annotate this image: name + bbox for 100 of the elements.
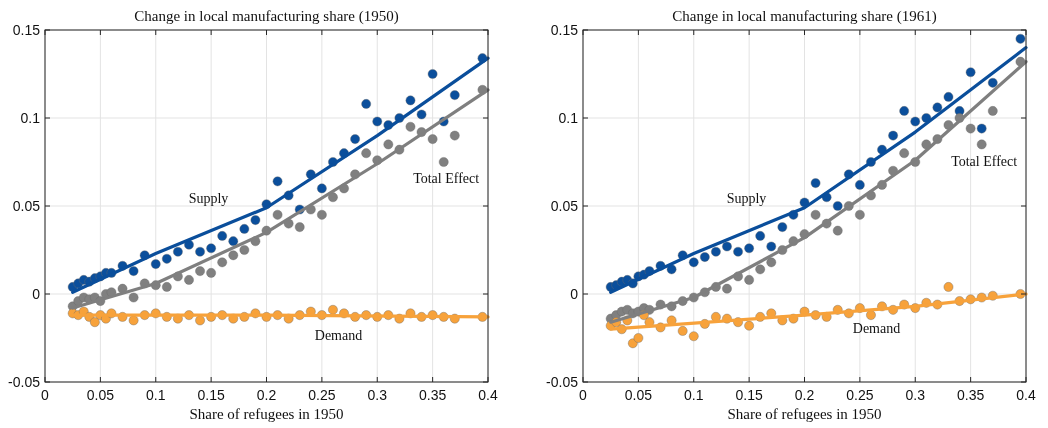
point: [184, 239, 194, 250]
x-tick-label: 0.1: [684, 387, 704, 403]
point: [317, 183, 327, 194]
point: [90, 317, 100, 327]
point: [799, 197, 810, 208]
point: [195, 315, 205, 326]
y-tick-label: 0.1: [20, 110, 41, 126]
point: [117, 283, 128, 294]
y-tick-label: 0.05: [550, 198, 579, 214]
point: [943, 120, 954, 130]
point: [888, 166, 898, 176]
point: [217, 231, 227, 241]
series-label: Demand: [852, 321, 901, 337]
point: [361, 148, 371, 158]
point: [766, 241, 777, 252]
point: [206, 268, 216, 278]
chart-title: Change in local manufacturing share (1950): [134, 8, 399, 25]
point: [965, 67, 976, 78]
x-tick-label: 0.3: [367, 387, 388, 403]
series-label: Supply: [188, 190, 229, 206]
point: [932, 102, 943, 113]
point: [228, 250, 239, 261]
point: [128, 292, 139, 303]
point: [438, 157, 449, 167]
point: [744, 243, 754, 254]
point: [361, 99, 371, 109]
point: [427, 69, 438, 79]
series-label: Total Effect: [951, 154, 1018, 170]
point: [943, 92, 954, 102]
point: [283, 218, 294, 229]
point: [239, 224, 250, 234]
x-tick-label: 0.15: [197, 387, 225, 403]
x-tick-label: 0.25: [308, 387, 336, 403]
point: [855, 180, 865, 190]
y-tick-label: 0: [570, 286, 579, 302]
x-tick-label: 0.4: [478, 387, 498, 403]
point: [722, 241, 732, 252]
x-tick-label: 0.4: [1016, 387, 1036, 403]
point: [128, 315, 139, 326]
point: [965, 123, 976, 134]
point: [855, 210, 865, 220]
x-tick-label: 0.05: [624, 387, 653, 403]
point: [128, 266, 139, 276]
point: [987, 106, 998, 116]
point: [688, 331, 699, 342]
point: [921, 113, 932, 123]
point: [832, 225, 843, 236]
point: [383, 139, 394, 150]
point: [633, 333, 644, 343]
point: [350, 134, 360, 144]
point: [184, 275, 194, 285]
point: [711, 312, 721, 322]
point: [733, 246, 743, 257]
point: [162, 282, 172, 292]
point: [899, 148, 909, 158]
point: [195, 246, 205, 257]
point: [1015, 34, 1026, 44]
y-tick-label: 0.1: [558, 110, 579, 126]
point: [910, 116, 921, 127]
point: [405, 95, 416, 106]
point: [899, 106, 909, 116]
point: [449, 130, 460, 141]
series-label: Demand: [314, 327, 363, 343]
point: [744, 320, 754, 331]
point: [976, 123, 987, 134]
y-tick-label: -0.05: [8, 374, 41, 390]
series-label: Total Effect: [413, 171, 480, 187]
point: [976, 139, 987, 150]
x-tick-label: 0.25: [846, 387, 874, 403]
point: [921, 139, 932, 150]
point: [810, 210, 821, 220]
y-tick-label: 0.15: [550, 22, 579, 38]
point: [711, 246, 721, 257]
series-label: Supply: [726, 190, 767, 206]
point: [173, 246, 183, 257]
point: [328, 192, 338, 202]
point: [162, 254, 172, 264]
point: [317, 210, 327, 220]
y-tick-label: 0.15: [12, 22, 41, 38]
x-tick-label: 0.15: [735, 387, 763, 403]
x-tick-label: 0.3: [905, 387, 926, 403]
point: [877, 144, 887, 155]
chart-title: Change in local manufacturing share (1961): [672, 8, 937, 25]
point: [722, 283, 732, 294]
point: [688, 257, 699, 268]
point: [832, 201, 843, 211]
point: [195, 266, 205, 276]
point: [372, 116, 383, 127]
point: [239, 245, 250, 255]
point: [250, 215, 261, 225]
point: [666, 264, 677, 275]
point: [744, 275, 754, 285]
point: [217, 257, 227, 268]
point: [866, 310, 876, 320]
point: [306, 169, 316, 180]
point: [987, 78, 998, 88]
point: [766, 257, 777, 268]
y-tick-label: -0.05: [546, 374, 579, 390]
point: [306, 204, 316, 215]
point: [328, 305, 338, 315]
